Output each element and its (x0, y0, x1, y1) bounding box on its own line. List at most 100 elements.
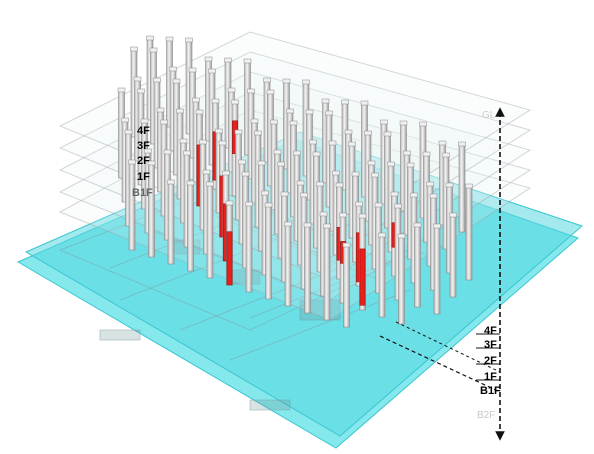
column-cap (277, 161, 285, 167)
column (458, 141, 466, 233)
column-cap (186, 180, 195, 186)
column-cap (289, 120, 298, 126)
column-cap (149, 47, 158, 53)
column (358, 213, 367, 311)
column (264, 202, 273, 300)
column-cap (176, 108, 184, 114)
column-shaft (458, 143, 466, 233)
column-cap (406, 162, 415, 168)
column (413, 222, 422, 308)
column-cap (296, 180, 305, 186)
column-cap (153, 77, 161, 83)
column-cap (257, 160, 266, 166)
column-cap (215, 128, 223, 134)
column-shaft (187, 182, 194, 272)
column-cap (465, 183, 473, 189)
column-cap (403, 150, 411, 156)
column-cap (371, 172, 379, 178)
column-cap (263, 77, 271, 83)
column-cap (360, 100, 369, 106)
column-cap (305, 109, 314, 115)
column-cap (179, 138, 188, 144)
column-cap (286, 108, 294, 114)
column-cap (394, 203, 402, 209)
column-cap (185, 37, 193, 43)
column-cap (224, 57, 232, 63)
column-cap (399, 120, 408, 126)
column (433, 223, 441, 315)
highlighted-column-segment (226, 231, 233, 286)
column-cap (188, 67, 197, 73)
column-cap (332, 170, 340, 176)
column-cap (309, 139, 317, 145)
right-label-b1f: B1F (480, 385, 501, 397)
column-cap (433, 223, 441, 229)
column-cap (169, 66, 177, 72)
column-cap (254, 130, 262, 136)
elevation-dimension: 4F 3F 2F 1F B1F GL B2F (379, 107, 505, 441)
column-cap (195, 109, 204, 115)
column (323, 223, 331, 321)
column-cap (146, 35, 154, 41)
column-cap (144, 148, 152, 154)
left-label-3f: 3F (137, 140, 150, 152)
column (378, 232, 386, 318)
elevation-bottom-label: B2F (477, 410, 495, 421)
column-cap (130, 46, 138, 52)
column-cap (243, 58, 252, 64)
column-cap (293, 150, 301, 156)
column-cap (449, 212, 457, 218)
left-floor-labels: 4F 3F 2F 1F B1F (132, 125, 153, 199)
column-shaft (128, 161, 136, 251)
column (284, 221, 292, 307)
column-cap (364, 130, 372, 136)
column-cap (163, 149, 172, 155)
column-cap (273, 149, 282, 155)
column-cap (303, 222, 312, 228)
column-cap (374, 202, 383, 208)
column-shaft (465, 185, 473, 281)
column-cap (367, 160, 376, 166)
column (303, 222, 312, 314)
column-cap (202, 169, 211, 175)
column (397, 233, 406, 325)
column-cap (358, 213, 367, 219)
column-cap (429, 193, 438, 199)
column-cap (270, 119, 278, 125)
column-cap (335, 182, 344, 188)
column-cap (225, 200, 234, 206)
left-label-b1f: B1F (132, 187, 153, 199)
column-cap (321, 98, 330, 104)
column (147, 160, 156, 258)
column (128, 159, 136, 251)
column-cap (261, 190, 269, 196)
elevation-top-label: GL (482, 110, 496, 121)
column-cap (282, 78, 291, 84)
column-grid (117, 35, 473, 328)
column (206, 181, 214, 279)
column-cap (348, 141, 356, 147)
right-label-2f: 2F (484, 355, 497, 367)
column-cap (413, 222, 422, 228)
column-cap (445, 182, 454, 188)
column-cap (199, 139, 207, 145)
column (245, 201, 253, 293)
column-cap (231, 99, 239, 105)
column-cap (247, 88, 255, 94)
highlighted-column-segment (359, 248, 366, 306)
column-cap (383, 131, 392, 137)
right-label-3f: 3F (484, 339, 497, 351)
column-cap (342, 242, 351, 248)
column-cap (172, 78, 181, 84)
column-cap (245, 201, 253, 207)
column-cap (241, 171, 250, 177)
column-cap (133, 76, 142, 82)
column-shaft (304, 224, 311, 314)
column-cap (147, 160, 156, 166)
left-label-2f: 2F (137, 155, 150, 167)
column-cap (302, 79, 310, 85)
column-shaft (167, 181, 175, 265)
left-label-1f: 1F (137, 171, 150, 183)
column-cap (312, 151, 321, 157)
column-cap (128, 159, 136, 165)
